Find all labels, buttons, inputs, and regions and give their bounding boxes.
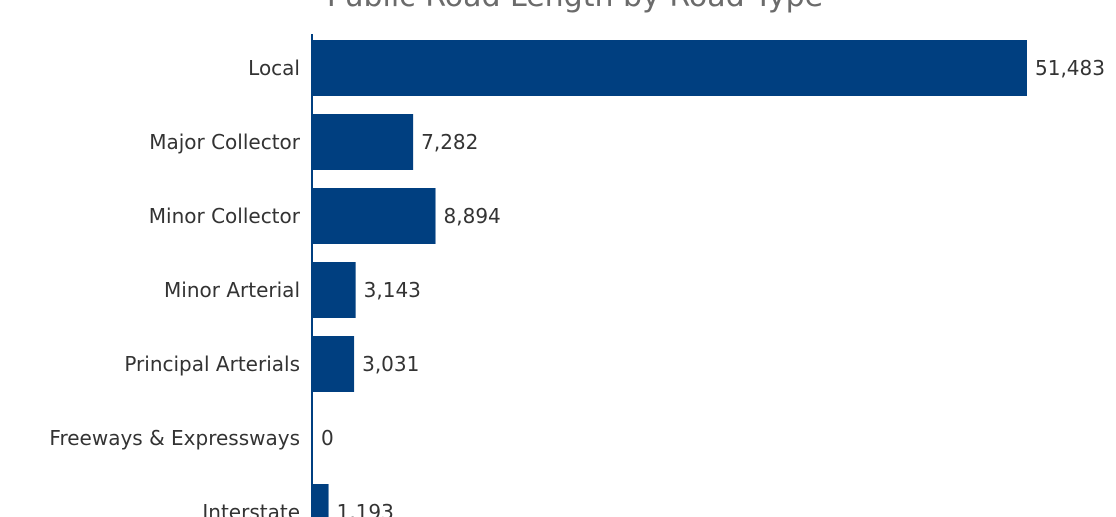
- chart-title: Public Road Length by Road Type: [327, 0, 823, 14]
- value-label: 51,483: [1035, 56, 1105, 80]
- bar[interactable]: [312, 262, 356, 318]
- bar[interactable]: [312, 188, 436, 244]
- value-label: 7,282: [421, 130, 478, 154]
- category-label: Minor Arterial: [164, 278, 300, 302]
- value-label: 1,193: [337, 500, 394, 517]
- category-label: Freeways & Expressways: [49, 426, 300, 450]
- value-label: 3,143: [364, 278, 421, 302]
- category-label: Local: [248, 56, 300, 80]
- category-label: Major Collector: [149, 130, 301, 154]
- bar[interactable]: [312, 114, 414, 170]
- value-label: 3,031: [362, 352, 419, 376]
- bar[interactable]: [312, 336, 355, 392]
- category-label: Principal Arterials: [124, 352, 300, 376]
- category-label: Minor Collector: [149, 204, 301, 228]
- value-label: 8,894: [444, 204, 501, 228]
- value-label: 0: [321, 426, 334, 450]
- bar[interactable]: [312, 484, 329, 517]
- bar[interactable]: [312, 410, 313, 466]
- bar[interactable]: [312, 40, 1027, 96]
- category-label: Interstate: [202, 500, 300, 517]
- bars-group: Local 51,483 Major Collector 7,282 Minor Col…: [49, 40, 1105, 517]
